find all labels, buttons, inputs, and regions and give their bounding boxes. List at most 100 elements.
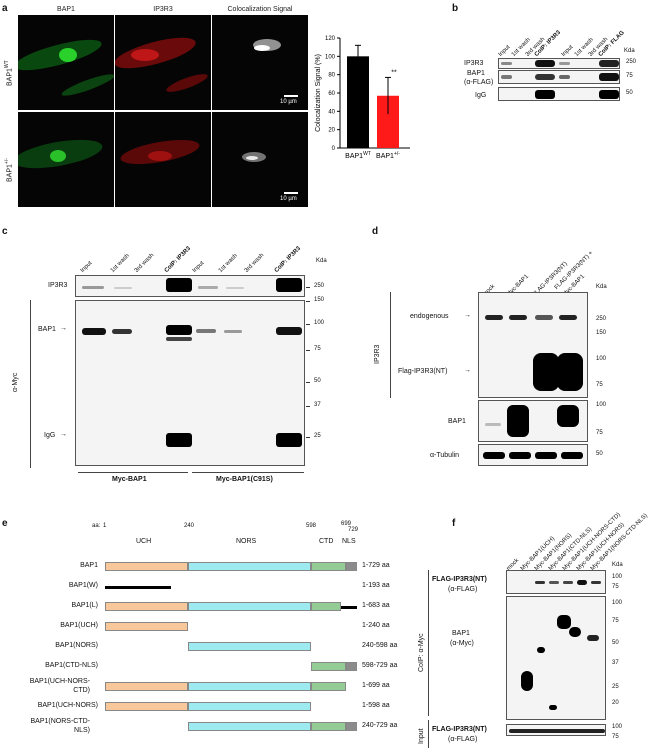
c-group-line-2 — [192, 472, 304, 473]
c-side-bracket — [30, 300, 31, 468]
c-mw-tick-0 — [306, 287, 310, 288]
c-blot-myc — [75, 300, 305, 466]
micrograph-coloc-het: 10 µm — [212, 112, 308, 207]
e-pos-598: 598 — [306, 523, 317, 529]
e-construct-nors-2 — [187, 602, 312, 611]
c-mw-250: 250 — [314, 283, 325, 289]
e-pos-699: 699 — [341, 521, 352, 527]
f-input-bracket — [428, 720, 429, 748]
f-label-bap1: BAP1 — [452, 630, 470, 637]
d-unit: Kda — [596, 284, 607, 290]
e-construct-uch-2 — [105, 602, 188, 611]
scale-bar-label-wt: 10 µm — [280, 99, 297, 105]
e-construct-range-0: 1-729 aa — [362, 562, 390, 569]
e-construct-nls-5 — [346, 662, 357, 671]
f-mw-mid-100: 100 — [612, 600, 623, 606]
d-label-tubulin: α-Tubulin — [430, 452, 460, 459]
e-aa-prefix: aa: — [92, 523, 101, 529]
d-mw-150: 150 — [596, 330, 607, 336]
f-label-flag-top-ab: (α-FLAG) — [448, 586, 478, 593]
panel-c-label: c — [2, 226, 8, 237]
b-mw-75: 75 — [626, 73, 633, 79]
e-construct-name-6: BAP1(UCH-NORS- — [29, 678, 90, 685]
e-construct-nors-7 — [187, 702, 312, 711]
c-lane-5: 1st wash — [217, 253, 239, 274]
b-row-igg: IgG — [475, 92, 487, 99]
c-mw-tick-5 — [306, 406, 310, 407]
c-mw-100: 100 — [314, 320, 325, 326]
b-row-flag: (α-FLAG) — [464, 79, 494, 86]
d-mw-tub-50: 50 — [596, 451, 603, 457]
d-mw-250: 250 — [596, 316, 607, 322]
f-unit: Kda — [612, 562, 623, 568]
c-group-myc-bap1: Myc-BAP1 — [112, 476, 147, 483]
e-domain-nors: NORS — [236, 538, 257, 545]
c-group-myc-bap1-c91s: Myc-BAP1(C91S) — [216, 476, 273, 483]
e-construct-name-2: BAP1(L) — [71, 602, 98, 609]
y-tick-label-3: 60 — [328, 91, 335, 97]
y-tick-label-4: 80 — [328, 73, 335, 79]
e-construct-nls-0 — [346, 562, 357, 571]
f-mw-mid-50: 50 — [612, 640, 619, 646]
y-axis-label: Colocalization Signal (%) — [315, 54, 322, 132]
e-construct-range-8: 240-729 aa — [362, 722, 398, 729]
y-tick-label-6: 120 — [325, 36, 336, 42]
e-construct-nls-8 — [346, 722, 357, 731]
d-label-bap1: BAP1 — [448, 418, 466, 425]
micrograph-ip3r3-het — [115, 112, 211, 207]
d-label-endogenous: endogenous — [410, 313, 449, 320]
e-construct-ctd-8 — [311, 722, 347, 731]
e-construct-line-1-0 — [105, 586, 172, 589]
f-mw-top-75: 75 — [612, 584, 619, 590]
c-lane-3: CoIP: IP3R3 — [163, 245, 193, 274]
c-mw-tick-2 — [306, 324, 310, 325]
f-label-flag-bot-ab: (α-FLAG) — [448, 736, 478, 743]
f-mw-bot-75: 75 — [612, 734, 619, 740]
panel-f-label: f — [452, 518, 456, 529]
panel-a-label: a — [2, 3, 8, 14]
e-construct-range-3: 1-240 aa — [362, 622, 390, 629]
b-blot-ip3r3 — [498, 58, 620, 69]
e-domain-ctd: CTD — [319, 538, 334, 545]
d-mw-bap1-75: 75 — [596, 430, 603, 436]
e-construct-ctd-0 — [311, 562, 347, 571]
f-side-coip: CoIP: α-Myc — [418, 633, 425, 672]
c-mw-75: 75 — [314, 346, 321, 352]
d-label-flag-nt: Flag-IP3R3(NT) — [398, 368, 448, 375]
c-arrow-igg: → — [60, 431, 67, 438]
f-blot-flag-bot — [506, 724, 606, 736]
micrograph-bap1-het — [18, 112, 114, 207]
row-label-wt: BAP1WT — [4, 60, 14, 86]
d-mw-100: 100 — [596, 356, 607, 362]
e-construct-ctd-6 — [311, 682, 347, 691]
f-coip-bracket — [428, 570, 429, 716]
micrograph-bap1-wt — [18, 15, 114, 110]
e-construct-range-4: 240-598 aa — [362, 642, 398, 649]
f-mw-top-100: 100 — [612, 574, 623, 580]
e-pos-240: 240 — [184, 523, 195, 529]
c-blot-ip3r3 — [75, 275, 305, 297]
c-lane-2: 3rd wash — [133, 252, 156, 274]
f-mw-mid-37: 37 — [612, 660, 619, 666]
d-mw-bap1-100: 100 — [596, 402, 607, 408]
e-construct-name-4: BAP1(NORS) — [55, 642, 98, 649]
e-domain-nls: NLS — [342, 538, 356, 545]
c-group-line-1 — [78, 472, 188, 473]
c-mw-50: 50 — [314, 378, 321, 384]
y-tick-label-1: 20 — [328, 128, 335, 134]
colocalization-bar-chart: 0 20 40 60 80 100 120 BAP1WT BAP1+/- ** Colocaliza… — [315, 36, 410, 160]
c-mw-150: 150 — [314, 297, 325, 303]
scale-bar-label-het: 10 µm — [280, 196, 297, 202]
f-mw-mid-20: 20 — [612, 700, 619, 706]
panel-b-label: b — [452, 3, 459, 14]
col-title-bap1: BAP1 — [57, 6, 75, 13]
b-blot-igg — [498, 87, 620, 101]
e-construct-range-1: 1-193 aa — [362, 582, 390, 589]
c-mw-37: 37 — [314, 402, 321, 408]
c-arrow-bap1: → — [60, 325, 67, 332]
e-construct-name-8: BAP1(NORS-CTD- — [30, 718, 90, 725]
c-label-igg: IgG — [44, 432, 56, 439]
d-arrow-endogenous: → — [464, 312, 471, 319]
e-construct-uch-6 — [105, 682, 188, 691]
e-construct-name-0: BAP1 — [80, 562, 98, 569]
